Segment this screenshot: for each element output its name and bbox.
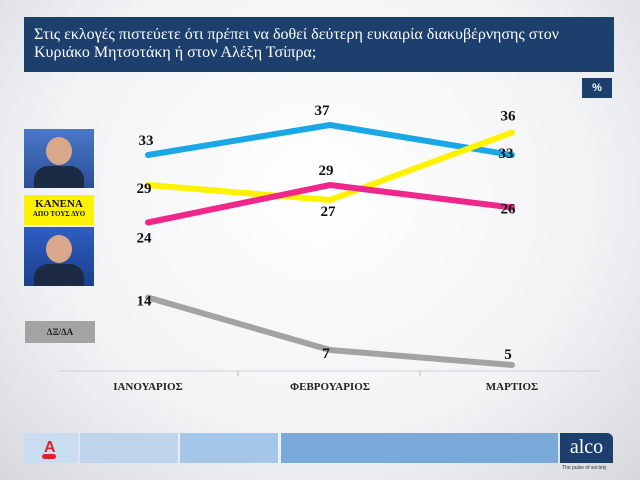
mitsotakis-photo: [24, 129, 94, 188]
data-label: 5: [504, 347, 512, 363]
legend-dk-na: ΔΞ/ΔΑ: [25, 321, 95, 343]
alco-logo: alco: [560, 433, 613, 463]
legend-none-of-two: ΚΑΝΕΝΑ ΑΠΟ ΤΟΥΣ ΔΥΟ: [24, 195, 94, 225]
series-line: [145, 182, 515, 226]
legend-label: ΚΑΝΕΝΑ: [35, 198, 83, 210]
data-label: 36: [501, 109, 517, 125]
data-label: 14: [137, 294, 153, 310]
data-label: 27: [321, 204, 337, 220]
data-label: 7: [322, 346, 330, 362]
legend-sublabel: ΑΠΟ ΤΟΥΣ ΔΥΟ: [32, 210, 86, 218]
series-line: [145, 294, 515, 368]
series-line: [145, 122, 515, 158]
data-label: 26: [501, 202, 517, 218]
data-label: 37: [315, 103, 331, 119]
data-label: 33: [139, 133, 154, 149]
x-tick-label: ΙΑΝΟΥΑΡΙΟΣ: [113, 381, 183, 393]
svg-text:A: A: [44, 439, 56, 456]
tsipras-photo: [24, 227, 94, 286]
alco-tagline: The pulse of society: [562, 465, 607, 471]
chart-title: Στις εκλογές πιστεύετε ότι πρέπει να δοθ…: [24, 17, 614, 72]
x-tick-label: ΦΕΒΡΟΥΑΡΙΟΣ: [290, 381, 370, 393]
data-label: 24: [137, 231, 153, 247]
data-label: 29: [137, 181, 152, 197]
unit-badge: %: [582, 78, 612, 98]
series-line: [145, 129, 515, 203]
channel-logo: A: [24, 433, 78, 463]
data-label: 33: [499, 146, 514, 162]
data-label: 29: [319, 163, 334, 179]
x-tick-label: ΜΑΡΤΙΟΣ: [486, 381, 538, 393]
